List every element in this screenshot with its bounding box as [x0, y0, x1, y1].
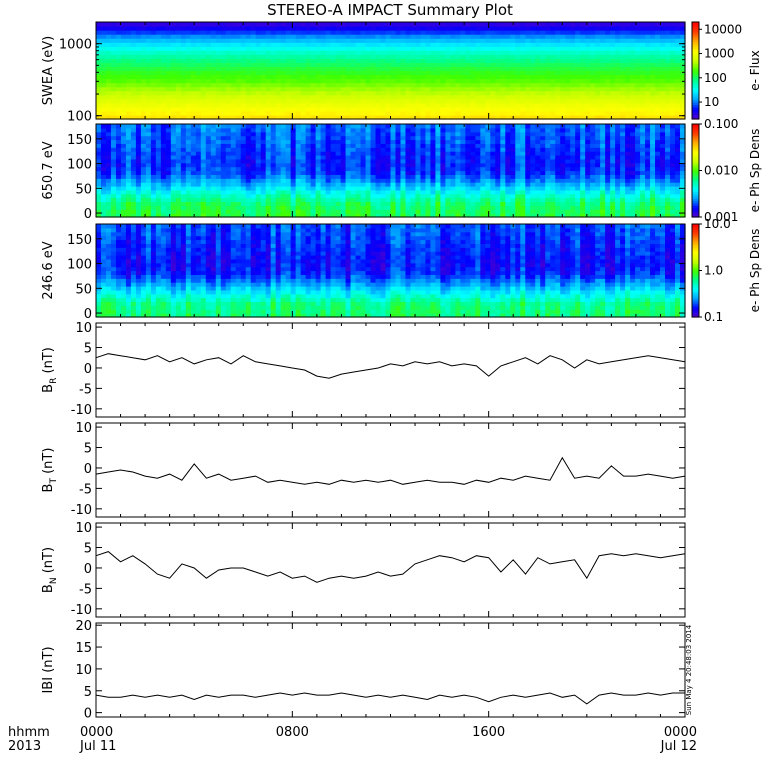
x-tick-date-label: Jul 11: [79, 739, 116, 754]
y-tick-label: -10: [71, 503, 92, 518]
y-tick-label: 5: [84, 342, 92, 357]
panel-frame: [95, 522, 686, 618]
x-tick-date-label: Jul 12: [660, 739, 697, 754]
y-axis-label: 650.7 eV: [41, 141, 56, 199]
panel-5: -10 -5 0 5 10 BT (nT): [41, 421, 686, 518]
y-tick-label: 100: [67, 158, 92, 173]
y-tick-label: 0: [84, 207, 92, 222]
colorbar-label: e- Ph Sp Dens: [748, 229, 762, 313]
y-tick-label: 0: [84, 562, 92, 577]
colorbar-tick-label: 0.001: [704, 210, 738, 224]
y-tick-label: 0: [84, 362, 92, 377]
y-axis-label-main: 246.6 eV: [41, 241, 56, 299]
y-tick-label: 5: [84, 442, 92, 457]
y-axis-label: IBI (nT): [41, 646, 56, 693]
panel-4: -10 -5 0 5 10 BR (nT): [41, 321, 686, 418]
y-axis-label-unit: (nT): [41, 448, 56, 478]
y-tick-label: 0: [84, 307, 92, 322]
colorbar-tick-label: 1000: [704, 47, 735, 61]
series-line: [95, 456, 686, 485]
colorbar: 0.1 1.0 10.0 e- Ph Sp Dens: [691, 217, 762, 324]
y-tick-label: 100: [67, 110, 92, 125]
panel-frame: [95, 622, 686, 718]
y-axis-label-main: IBI: [41, 677, 56, 694]
y-axis-label-unit: (nT): [41, 547, 56, 577]
y-tick-label: 5: [84, 685, 92, 700]
y-axis-label: BN (nT): [41, 547, 59, 593]
colorbar-tick-label: 0.100: [704, 117, 738, 131]
x-tick-label: 1600: [472, 725, 505, 740]
series-line: [95, 353, 686, 379]
y-tick-label: 50: [75, 282, 92, 297]
y-tick-label: -10: [71, 403, 92, 418]
y-tick-label: 150: [67, 233, 92, 248]
y-tick-label: 10: [75, 521, 92, 536]
y-tick-label: 5: [84, 542, 92, 557]
y-tick-label: -5: [79, 582, 92, 597]
y-tick-label: 10: [75, 663, 92, 678]
y-tick-label: 1000: [59, 38, 92, 53]
x-axis-row1-label: hhmm: [8, 725, 50, 740]
x-tick-label: 0800: [276, 725, 309, 740]
series-line: [95, 692, 685, 705]
panel-7: 0 5 10 15 20 IBI (nT): [41, 619, 686, 722]
y-axis-label: BR (nT): [41, 347, 59, 393]
colorbar-label: e- Ph Sp Dens: [748, 129, 762, 213]
x-tick-label: 0000: [664, 725, 697, 740]
y-axis-label-main: 650.7 eV: [41, 141, 56, 199]
y-axis-label-main: B: [41, 484, 56, 493]
panel-frame: [95, 322, 686, 418]
colorbar-tick-label: 0.1: [704, 310, 723, 324]
y-tick-label: -5: [79, 382, 92, 397]
y-axis-label: BT (nT): [41, 448, 59, 493]
y-axis-label-subscript: T: [49, 478, 59, 485]
y-tick-label: 20: [75, 619, 92, 634]
y-axis-label-unit: (nT): [41, 347, 56, 377]
colorbar-tick-label: 10: [704, 95, 719, 109]
colorbar: 10 100 1000 10000 e- Flux: [691, 21, 762, 120]
y-tick-label: 0: [84, 707, 92, 722]
y-tick-label: 10: [75, 321, 92, 336]
timestamp-stamp: Sun May 4 20:48:03 2014: [685, 624, 693, 715]
panel-2: 0.001 0.010 0.100 e- Ph Sp Dens 0 50 100 150 650…: [41, 117, 762, 224]
colorbar: 0.001 0.010 0.100 e- Ph Sp Dens: [691, 117, 762, 224]
colorbar-tick-label: 10000: [704, 22, 742, 36]
y-axis-label-main: SWEA (eV): [41, 36, 56, 105]
y-axis-label-unit: (nT): [41, 646, 56, 676]
y-tick-label: 150: [67, 133, 92, 148]
y-tick-label: 10: [75, 421, 92, 436]
spectrogram-image: [96, 224, 686, 318]
y-tick-label: 0: [84, 462, 92, 477]
colorbar-label: e- Flux: [748, 50, 762, 90]
plot-title: STEREO-A IMPACT Summary Plot: [267, 1, 513, 19]
y-tick-label: 15: [75, 641, 92, 656]
colorbar-tick-label: 0.010: [704, 164, 738, 178]
panel-6: -10 -5 0 5 10 BN (nT): [41, 521, 686, 618]
y-axis-label: SWEA (eV): [41, 36, 56, 105]
series-line: [95, 551, 686, 583]
x-axis-row2-label: 2013: [8, 739, 41, 754]
spectrogram-image: [96, 22, 686, 120]
y-tick-label: -10: [71, 603, 92, 618]
y-axis-label-main: B: [41, 584, 56, 593]
y-axis-label-subscript: N: [49, 577, 59, 584]
spectrogram-image: [96, 124, 686, 218]
y-tick-label: -5: [79, 482, 92, 497]
colorbar-tick-label: 10.0: [704, 217, 731, 231]
y-axis-label-subscript: R: [49, 378, 59, 384]
panel-frame: [95, 422, 686, 518]
panel-3: 0.1 1.0 10.0 e- Ph Sp Dens 0 50 100 150 246.6 eV: [41, 217, 762, 324]
x-tick-label: 0000: [80, 725, 113, 740]
y-axis-label: 246.6 eV: [41, 241, 56, 299]
y-axis-label-main: B: [41, 384, 56, 393]
colorbar-tick-label: 100: [704, 71, 727, 85]
y-tick-label: 50: [75, 182, 92, 197]
colorbar-tick-label: 1.0: [704, 264, 723, 278]
y-tick-label: 100: [67, 258, 92, 273]
